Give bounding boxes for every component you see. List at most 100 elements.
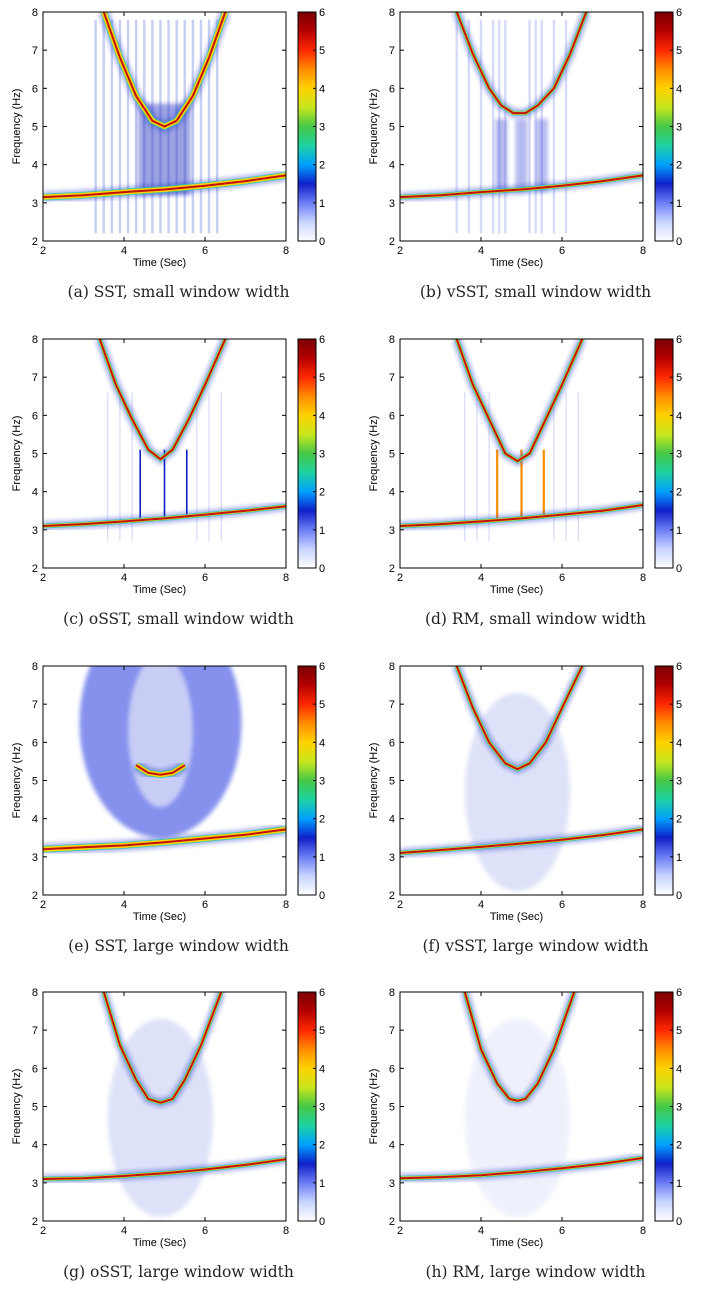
y-tick-label: 6: [32, 737, 38, 749]
y-axis-label: Frequency (Hz): [368, 416, 380, 492]
y-tick-label: 6: [389, 737, 395, 749]
colorbar-tick-label: 4: [676, 83, 682, 95]
colorbar-tick-label: 1: [676, 198, 682, 210]
colorbar-tick-label: 4: [676, 1063, 682, 1075]
panel-c: 2 4 6 8 2 3 4 5 6 7 8 Time (Sec) Frequency (Hz) 0 1 2 3 4…: [0, 327, 357, 652]
y-tick-label: 7: [32, 372, 38, 384]
y-tick-label: 3: [389, 852, 395, 864]
y-tick-label: 4: [389, 814, 395, 826]
x-tick-label: 6: [559, 245, 565, 257]
colorbar-tick-label: 3: [676, 449, 682, 461]
y-tick-label: 4: [32, 487, 38, 499]
colorbar-tick-label: 2: [676, 160, 682, 172]
x-tick-label: 6: [559, 899, 565, 911]
x-tick-label: 8: [283, 1225, 289, 1237]
colorbar-tick-label: 3: [676, 1102, 682, 1114]
x-tick-label: 8: [283, 899, 289, 911]
colorbar-tick-label: 5: [319, 372, 325, 384]
y-tick-label: 3: [32, 852, 38, 864]
x-axis-label: Time (Sec): [490, 257, 543, 269]
y-axis-label: Frequency (Hz): [11, 1069, 23, 1145]
panel-h: 2 4 6 8 2 3 4 5 6 7 8 Time (Sec) Frequency (Hz) 0 1 2 3 4…: [357, 980, 714, 1305]
panel-caption: (e) SST, large window width: [0, 937, 357, 955]
heatmap-svg-c: 2 4 6 8 2 3 4 5 6 7 8 Time (Sec) Frequency (Hz) 0 1 2 3 4…: [0, 327, 357, 617]
y-tick-label: 2: [32, 563, 38, 575]
colorbar-tick-label: 1: [676, 1178, 682, 1190]
x-tick-label: 4: [121, 245, 127, 257]
colorbar-tick-label: 6: [676, 7, 682, 19]
interference-streak: [492, 20, 494, 234]
interference-block: [495, 119, 507, 192]
x-axis-label: Time (Sec): [133, 911, 186, 923]
y-tick-label: 3: [389, 198, 395, 210]
y-tick-label: 7: [389, 372, 395, 384]
interference-streak: [127, 20, 129, 234]
y-tick-label: 5: [32, 122, 38, 134]
x-tick-label: 6: [202, 245, 208, 257]
x-tick-label: 8: [640, 572, 646, 584]
panel-d: 2 4 6 8 2 3 4 5 6 7 8 Time (Sec) Frequency (Hz) 0 1 2 3 4…: [357, 327, 714, 652]
colorbar-tick-label: 5: [319, 699, 325, 711]
y-tick-label: 5: [389, 776, 395, 788]
panel-caption: (b) vSST, small window width: [357, 283, 714, 301]
colorbar-tick-label: 4: [319, 1063, 325, 1075]
y-tick-label: 6: [32, 410, 38, 422]
colorbar-tick-label: 1: [676, 525, 682, 537]
panel-caption: (c) oSST, small window width: [0, 610, 357, 628]
colorbar-tick-label: 2: [319, 487, 325, 499]
y-tick-label: 8: [32, 7, 38, 19]
x-axis-label: Time (Sec): [133, 1237, 186, 1249]
colorbar-tick-label: 0: [319, 890, 325, 902]
panel-a: 2 4 6 8 2 3 4 5 6 7 8 Time (Sec) Frequency (Hz) 0 1 2 3 4…: [0, 0, 357, 325]
y-tick-label: 8: [389, 7, 395, 19]
y-tick-label: 4: [389, 1140, 395, 1152]
x-tick-label: 4: [121, 572, 127, 584]
interference-streak: [200, 20, 202, 234]
colorbar-tick-label: 0: [676, 236, 682, 248]
y-tick-label: 5: [32, 449, 38, 461]
colorbar-tick-label: 5: [676, 45, 682, 57]
colorbar-tick-label: 3: [676, 122, 682, 134]
interference-streak: [456, 20, 458, 234]
y-tick-label: 6: [32, 1063, 38, 1075]
heatmap-svg-b: 2 4 6 8 2 3 4 5 6 7 8 Time (Sec) Frequency (Hz) 0 1 2 3 4…: [357, 0, 714, 290]
heatmap-svg-e: 2 4 6 82345678Time (Sec)Frequency (Hz)01234…: [0, 654, 357, 944]
colorbar-tick-label: 6: [676, 987, 682, 999]
colorbar-tick-label: 5: [676, 1025, 682, 1037]
interference-block: [515, 119, 527, 192]
colorbar-tick-label: 2: [676, 487, 682, 499]
panel-b: 2 4 6 8 2 3 4 5 6 7 8 Time (Sec) Frequency (Hz) 0 1 2 3 4…: [357, 0, 714, 325]
colorbar-tick-label: 2: [319, 814, 325, 826]
panel-caption: (g) oSST, large window width: [0, 1263, 357, 1281]
x-axis-label: Time (Sec): [490, 1237, 543, 1249]
x-tick-label: 8: [640, 1225, 646, 1237]
panel-f: 2 4 6 8 2 3 4 5 6 7 8 Time (Sec) Frequency (Hz) 0 1 2 3 4…: [357, 654, 714, 979]
y-tick-label: 2: [389, 236, 395, 248]
interference-streak: [94, 20, 96, 234]
y-tick-label: 8: [32, 661, 38, 673]
y-tick-label: 2: [389, 563, 395, 575]
x-tick-label: 4: [121, 899, 127, 911]
colorbar-tick-label: 0: [676, 890, 682, 902]
y-tick-label: 6: [389, 1063, 395, 1075]
y-tick-label: 7: [32, 699, 38, 711]
heatmap-svg-d: 2 4 6 82345678Time (Sec)Frequency (Hz)01234…: [357, 327, 714, 617]
colorbar-tick-label: 3: [676, 776, 682, 788]
colorbar-tick-label: 3: [319, 776, 325, 788]
colorbar-tick-label: 1: [319, 1178, 325, 1190]
y-tick-label: 7: [389, 45, 395, 57]
interference-streak: [480, 20, 482, 234]
x-tick-label: 4: [478, 899, 484, 911]
colorbar-tick-label: 0: [319, 1216, 325, 1228]
x-tick-label: 6: [559, 572, 565, 584]
colorbar-tick-label: 5: [676, 699, 682, 711]
colorbar-tick-label: 6: [676, 334, 682, 346]
y-tick-label: 6: [389, 410, 395, 422]
colorbar-tick-label: 2: [319, 160, 325, 172]
panel-caption: (f) vSST, large window width: [357, 937, 714, 955]
y-tick-label: 8: [32, 987, 38, 999]
colorbar-tick-label: 5: [319, 45, 325, 57]
y-axis-label: Frequency (Hz): [11, 416, 23, 492]
panel-g: 2 4 6 8 2 3 4 5 6 7 8 Time (Sec) Frequency (Hz) 0 1 2 3 4…: [0, 980, 357, 1305]
heatmap-svg-h: 2 4 6 8 2 3 4 5 6 7 8 Time (Sec) Frequency (Hz) 0 1 2 3 4…: [357, 980, 714, 1270]
